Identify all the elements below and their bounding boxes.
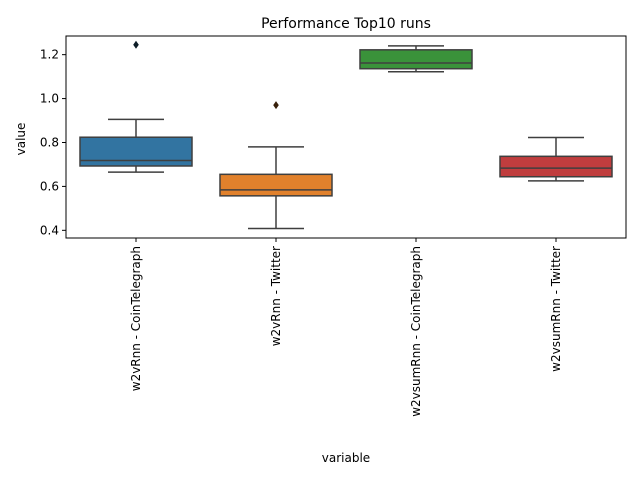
x-tick-label: w2vRnn - CoinTelegraph <box>129 246 143 391</box>
outlier-point <box>133 40 139 49</box>
y-tick-label: 0.6 <box>40 179 59 193</box>
y-tick-label: 0.4 <box>40 223 59 237</box>
plot-area: w2vRnn - CoinTelegraph w2vRnn - Twitter w2… <box>40 35 627 417</box>
y-axis-label: value <box>14 123 28 156</box>
y-tick-label: 1.0 <box>40 92 59 106</box>
box <box>359 49 473 70</box>
x-tick-label: w2vRnn - Twitter <box>269 246 283 346</box>
box <box>219 173 333 197</box>
box <box>499 155 613 178</box>
chart-title: Performance Top10 runs <box>261 16 431 32</box>
x-tick-label: w2vsumRnn - Twitter <box>549 246 563 372</box>
box <box>79 136 193 167</box>
y-tick-label: 1.2 <box>40 48 59 62</box>
x-axis-label: variable <box>322 451 370 465</box>
outlier-point <box>273 101 279 110</box>
plot-frame <box>65 35 627 239</box>
y-tick-label: 0.8 <box>40 135 59 149</box>
x-tick-label: w2vsumRnn - CoinTelegraph <box>409 246 423 417</box>
